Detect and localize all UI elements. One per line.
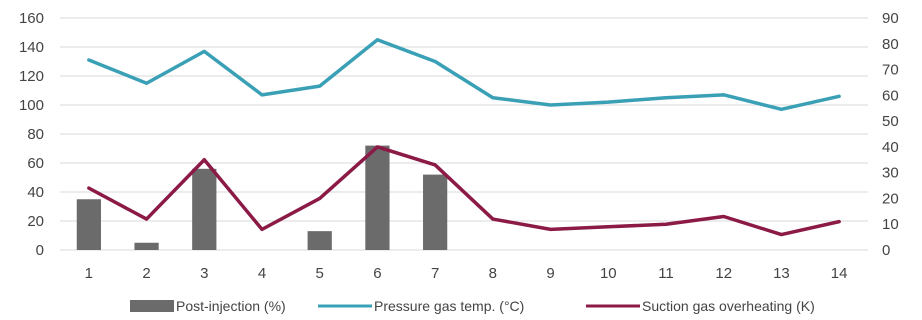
x-tick-label: 7 [431,265,439,282]
y-right-tick-label: 30 [882,165,899,182]
y-left-tick-label: 80 [27,126,44,143]
legend-swatch [130,300,174,312]
bar [365,145,390,250]
bar [76,199,101,250]
y-left-tick-label: 140 [19,39,44,56]
bar-series [76,145,448,250]
x-tick-label: 14 [831,265,848,282]
legend-label: Post-injection (%) [176,298,286,314]
legend-label: Pressure gas temp. (°C) [374,298,524,314]
legend-label: Suction gas overheating (K) [642,298,815,314]
bar [134,242,159,250]
x-tick-label: 1 [85,265,93,282]
y-right-tick-label: 10 [882,216,899,233]
y-right-tick-label: 20 [882,190,899,207]
x-tick-label: 11 [658,265,674,282]
x-tick-label: 12 [715,265,732,282]
bar [423,174,448,250]
y-right-tick-label: 60 [882,87,899,104]
x-tick-label: 2 [142,265,150,282]
y-left-tick-label: 20 [27,213,44,230]
bar [192,168,217,250]
y-left-tick-label: 120 [19,68,44,85]
y-left-tick-label: 160 [19,10,44,27]
x-axis: 1 2 3 4 5 6 7 8 9 10 11 12 13 14 [85,265,848,282]
y-axis-right: 0 10 20 30 40 50 60 70 80 90 [882,10,899,259]
series-line [87,38,841,112]
x-tick-label: 10 [600,265,617,282]
y-left-tick-label: 40 [27,184,44,201]
y-right-tick-label: 80 [882,36,899,53]
bar [307,231,332,250]
y-left-tick-label: 100 [19,97,44,114]
x-tick-label: 4 [258,265,266,282]
y-axis-left: 0 20 40 60 80 100 120 140 160 [19,10,44,259]
legend: Post-injection (%) Pressure gas temp. (°C… [130,298,815,314]
gridlines [60,17,868,251]
y-right-tick-label: 90 [882,10,899,27]
x-tick-label: 6 [373,265,381,282]
line-series [87,38,841,237]
y-right-tick-label: 70 [882,62,899,79]
x-tick-label: 13 [773,265,790,282]
series-line [87,145,841,237]
x-tick-label: 5 [316,265,324,282]
x-tick-label: 3 [200,265,208,282]
x-tick-label: 8 [489,265,497,282]
y-right-tick-label: 50 [882,113,899,130]
y-left-tick-label: 60 [27,155,44,172]
x-tick-label: 9 [546,265,554,282]
y-right-tick-label: 40 [882,139,899,156]
y-left-tick-label: 0 [36,242,44,259]
y-right-tick-label: 0 [882,242,890,259]
